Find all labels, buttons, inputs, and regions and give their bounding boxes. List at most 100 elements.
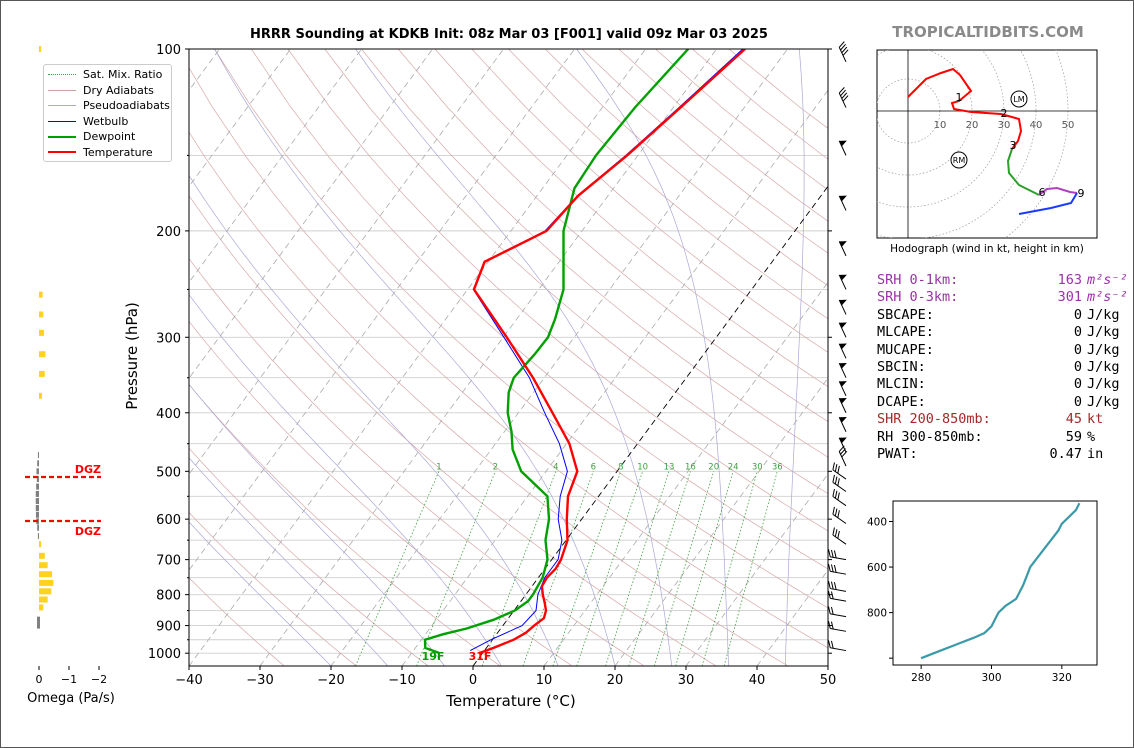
x-tick-label: −40 [175, 673, 202, 688]
barb-feather [828, 606, 831, 614]
pseudoadiabat [355, 49, 673, 666]
wind-barb [838, 343, 847, 359]
omega-bar [36, 476, 39, 483]
barb-pennant [839, 241, 847, 247]
legend-swatch [48, 74, 76, 75]
hodograph-ring-label: 50 [1062, 120, 1075, 131]
mixing-ratio-line [628, 471, 691, 666]
legend-swatch [48, 89, 76, 91]
stat-key: MLCAPE: [877, 324, 934, 341]
theta-e-panel: 280300320400600800Equivalent Pot. Temper… [867, 500, 1098, 684]
barb-feather [841, 450, 848, 458]
storm-motion-marker [1010, 90, 1028, 108]
wind-barb [828, 606, 847, 618]
pseudoadiabat [189, 521, 332, 666]
omega-bar [39, 370, 45, 377]
wind-barb [838, 416, 847, 432]
barb-feather [830, 621, 834, 630]
hodograph: 10 20 30 40 50 1 2 3 6 9 LM RM Hodograph (wind in kt… [876, 49, 1098, 255]
temperature-line [472, 49, 746, 655]
x-tick-label: 30 [678, 673, 695, 688]
stat-value: 163 [1057, 272, 1082, 288]
stat-key: SBCIN: [877, 358, 926, 375]
y-tick-label: 400 [156, 407, 181, 422]
barb-shaft [832, 481, 847, 492]
pseudoadiabat [785, 49, 805, 666]
isotherm-line [189, 49, 504, 475]
mixing-ratio-label: 36 [772, 462, 783, 472]
theta-e-y-tick-label: 600 [867, 562, 887, 574]
stat-unit: J/kg [1087, 306, 1120, 323]
surface-temp-label: 31F [469, 650, 492, 663]
dry-adiabat [324, 49, 828, 495]
barb-shaft [830, 597, 847, 602]
omega-bar [39, 604, 44, 611]
hodograph-caption: Hodograph (wind in kt, height in km) [890, 243, 1084, 255]
barb-shaft [838, 299, 847, 315]
y-tick-label: 500 [156, 465, 181, 480]
theta-e-x-tick-label: 300 [981, 672, 1001, 684]
barb-shaft [830, 647, 847, 652]
barb-feather [840, 448, 846, 455]
barb-shaft [838, 363, 847, 378]
barb-pennant [839, 140, 847, 147]
hodograph-frame [876, 49, 1098, 239]
stat-value: 0 [1073, 393, 1082, 410]
mixing-ratio-label: 8 [618, 462, 623, 472]
pseudoadiabat [214, 49, 616, 666]
pseudoadiabat [189, 457, 389, 666]
barb-feather [828, 581, 831, 589]
x-tick-label: 50 [820, 673, 837, 688]
omega-bar [39, 291, 43, 298]
omega-bar [39, 46, 42, 52]
barb-pennant [839, 299, 847, 306]
barb-feather [828, 621, 831, 629]
wind-barb [838, 140, 847, 156]
barb-shaft [830, 556, 847, 561]
theta-e-x-tick-label: 320 [1052, 672, 1072, 684]
omega-panel: DGZ DGZ 0 −1 −2 [25, 46, 107, 686]
chart-title: HRRR Sounding at KDKB Init: 08z Mar 03 [… [250, 27, 768, 42]
y-tick-label: 700 [156, 554, 181, 569]
wind-barb [832, 474, 847, 492]
stat-value: 45 [1065, 411, 1082, 428]
omega-bar [39, 541, 42, 548]
dry-adiabat [189, 383, 501, 666]
storm-motion-label: LM [1013, 95, 1024, 104]
legend-item: Sat. Mix. Ratio [48, 67, 162, 82]
profile-lines [423, 49, 746, 655]
barb-feather [832, 462, 835, 470]
hodograph-height-label: 6 [1039, 186, 1046, 199]
barb-feather [837, 510, 840, 518]
wind-barb [832, 488, 847, 507]
barb-feather [838, 445, 845, 452]
omega-bar [37, 460, 39, 467]
y-tick-label: 300 [156, 331, 181, 346]
theta-e-y-tick-label: 400 [867, 517, 887, 529]
legend-swatch [48, 135, 76, 138]
legend-item: Dewpoint [48, 129, 135, 144]
hodograph-area: 10 20 30 40 50 1 2 3 6 9 LM RM [877, 50, 1097, 238]
wind-barb [832, 462, 847, 480]
omega-bar [37, 452, 39, 459]
omega-bar [39, 392, 42, 399]
pseudoadiabat [189, 174, 559, 666]
wind-barb [832, 506, 847, 524]
omega-bar [39, 552, 45, 559]
barb-shaft [838, 343, 847, 359]
mixing-ratio-line [576, 471, 644, 666]
y-tick-label: 1000 [148, 647, 181, 662]
barb-feather [834, 464, 838, 472]
wind-barb [828, 563, 847, 575]
pseudoadiabat [189, 383, 445, 666]
barb-pennant [839, 322, 847, 329]
stat-value: 0 [1073, 324, 1082, 341]
barb-feather [832, 474, 835, 483]
storm-motion-label: RM [953, 156, 966, 165]
stat-key: SHR 200-850mb: [877, 411, 991, 428]
stat-unit: kt [1087, 411, 1104, 428]
legend: Sat. Mix. Ratio Dry Adiabats Pseudoadiabat… [43, 64, 172, 162]
barb-feather [834, 529, 838, 537]
barb-feather [840, 89, 846, 97]
isotherm-line [330, 49, 788, 666]
